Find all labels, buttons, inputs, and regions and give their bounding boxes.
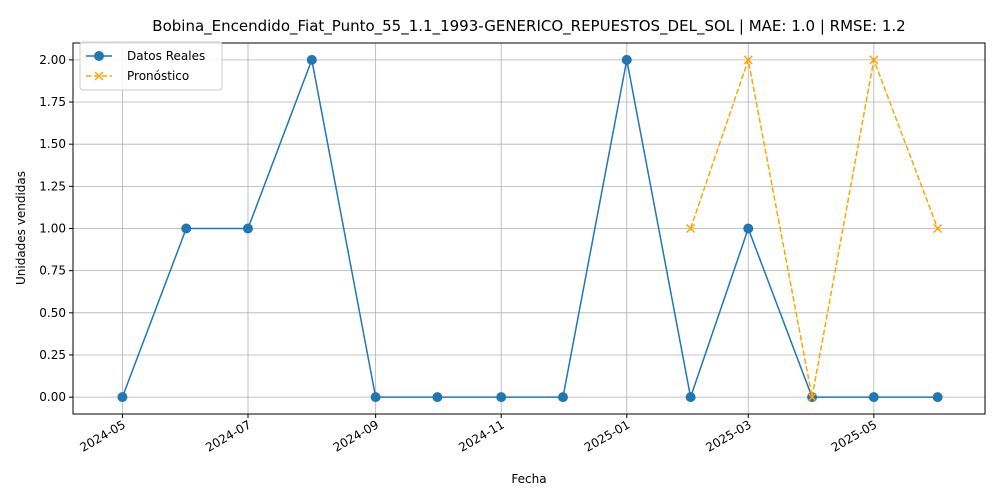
- x-tick-label: 2024-05: [77, 417, 127, 454]
- data-point: [685, 392, 696, 403]
- series-layer: [117, 54, 943, 403]
- data-point: [868, 392, 879, 403]
- y-tick-label: 1.75: [39, 95, 66, 109]
- legend-box: [79, 41, 223, 91]
- data-point: [496, 392, 507, 403]
- data-point: [557, 392, 568, 403]
- data-point: [743, 223, 754, 234]
- legend-label: Datos Reales: [127, 49, 205, 63]
- y-tick-label: 0.25: [39, 348, 66, 362]
- y-tick-label: 2.00: [39, 53, 66, 67]
- legend-label: Pronóstico: [127, 69, 189, 83]
- series-line: [121, 57, 938, 401]
- x-tick-label: 2024-11: [456, 417, 506, 454]
- x-axis-title: Fecha: [511, 472, 546, 486]
- legend-item: Pronóstico: [86, 69, 189, 83]
- data-point: [869, 55, 879, 65]
- x-tick-label: 2025-01: [582, 417, 632, 454]
- legend-item: Datos Reales: [86, 49, 205, 63]
- y-tick-label: 1.00: [39, 222, 66, 236]
- chart-title: Bobina_Encendido_Fiat_Punto_55_1.1_1993-…: [152, 17, 905, 36]
- data-point: [306, 54, 317, 65]
- data-point: [117, 392, 128, 403]
- data-point: [743, 55, 753, 65]
- x-axis-ticks: 2024-05 2024-07 2024-09 2024-11 2025-01 2025-…: [77, 414, 879, 455]
- y-tick-label: 0.50: [39, 306, 66, 320]
- y-tick-label: 0.75: [39, 264, 66, 278]
- x-tick-label: 2024-07: [203, 417, 253, 454]
- legend-marker: [94, 51, 104, 61]
- data-point: [242, 223, 253, 234]
- data-point: [432, 392, 443, 403]
- data-point: [370, 392, 381, 403]
- y-axis-ticks: 0.00 0.25 0.50 0.75 1.00 1.25 1.50 1.75 2.00: [39, 53, 73, 404]
- x-tick-label: 2025-03: [703, 417, 753, 454]
- data-point: [181, 223, 192, 234]
- data-point: [932, 392, 943, 403]
- data-point: [621, 54, 632, 65]
- data-point: [933, 223, 943, 234]
- legend: Datos Reales Pronóstico: [79, 41, 223, 91]
- data-point: [686, 223, 696, 234]
- series-forecast: [686, 55, 943, 402]
- y-tick-label: 0.00: [39, 390, 66, 404]
- y-axis-title: Unidades vendidas: [14, 171, 28, 285]
- x-tick-label: 2025-05: [829, 417, 879, 454]
- y-tick-label: 1.25: [39, 179, 66, 193]
- data-point: [807, 392, 817, 402]
- legend-marker: [94, 71, 104, 81]
- y-tick-label: 1.50: [39, 137, 66, 151]
- x-tick-label: 2024-09: [331, 417, 381, 454]
